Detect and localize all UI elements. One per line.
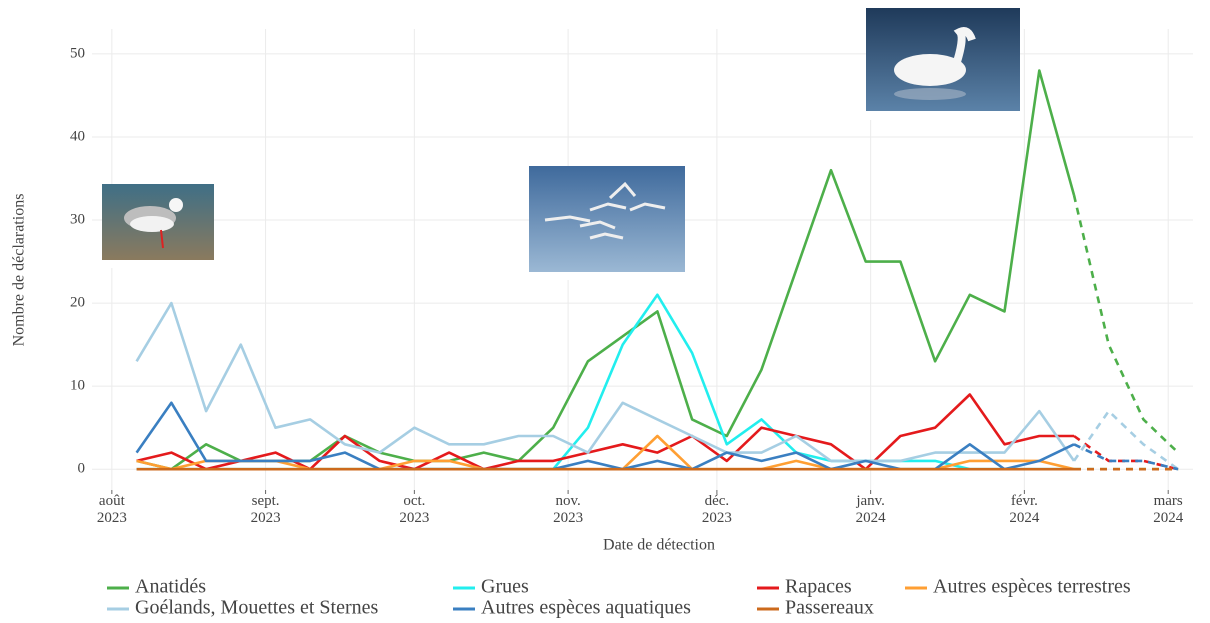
legend-label: Autres espèces terrestres <box>933 576 1131 598</box>
series-line <box>1072 194 1179 454</box>
x-tick-label: sept. 2023 <box>250 493 281 526</box>
y-axis-title: Nombre de déclarations <box>11 194 28 347</box>
y-tick-label: 10 <box>70 378 85 394</box>
series-line <box>135 401 1075 471</box>
y-tick-label: 20 <box>70 295 85 311</box>
x-tick-label: nov. 2023 <box>553 493 584 526</box>
x-tick-label: févr. 2024 <box>1009 493 1040 526</box>
photo-cranes <box>529 166 685 280</box>
photo-gull <box>102 184 214 268</box>
x-tick-label: mars 2024 <box>1153 493 1184 526</box>
x-axis-title: Date de détection <box>603 537 715 554</box>
x-tick-label: déc. 2023 <box>701 493 732 526</box>
photo-swan <box>866 8 1020 120</box>
legend-label: Passereaux <box>785 597 874 619</box>
series-line <box>136 393 1074 471</box>
legend-label: Anatidés <box>135 576 206 598</box>
series-line <box>1072 409 1179 471</box>
series-line <box>135 301 1076 463</box>
legend-label: Grues <box>481 576 529 598</box>
legend-label: Rapaces <box>785 576 852 598</box>
y-tick-label: 40 <box>70 128 85 144</box>
x-tick-label: août 2023 <box>96 493 127 526</box>
series-line <box>136 293 1074 471</box>
x-tick-label: oct. 2023 <box>399 493 430 526</box>
y-tick-label: 50 <box>70 45 85 61</box>
series-line <box>1073 443 1179 471</box>
legend-label: Autres espèces aquatiques <box>481 597 691 619</box>
legend-label: Goélands, Mouettes et Sternes <box>135 597 378 619</box>
y-tick-label: 0 <box>78 461 86 477</box>
x-tick-label: janv. 2024 <box>855 493 886 526</box>
y-tick-label: 30 <box>70 211 85 227</box>
